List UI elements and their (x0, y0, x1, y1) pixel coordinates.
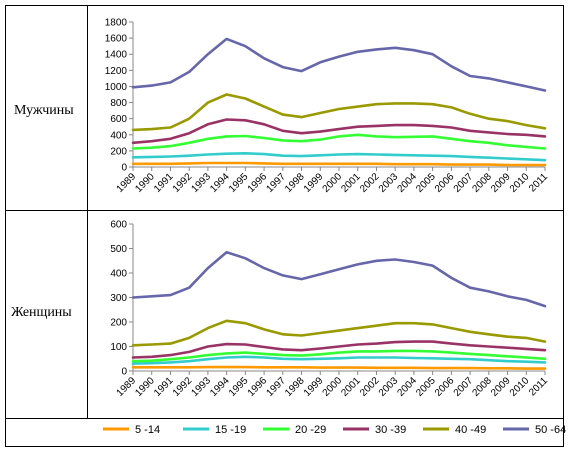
series-line-2 (131, 355, 547, 365)
legend: 5 -14 15 -19 20 -29 30 -39 40 -49 50 -64 (103, 424, 566, 436)
series-line-5 (131, 93, 547, 132)
chart-panel-men: 0200400600800100012001400160018001989199… (105, 18, 551, 195)
series-line-2 (131, 152, 547, 162)
y-tick-label: 400 (110, 269, 127, 280)
y-tick-label: 0 (121, 163, 127, 174)
y-tick-label: 1600 (105, 34, 128, 45)
series-line-1 (131, 161, 547, 167)
row-label-men: Мужчины (14, 103, 74, 118)
y-tick-label: 400 (110, 130, 127, 141)
legend-label: 40 -49 (455, 424, 486, 436)
series-line-4 (131, 118, 547, 145)
y-tick-label: 600 (110, 220, 127, 231)
y-tick-label: 200 (110, 146, 127, 157)
y-tick-label: 800 (110, 98, 127, 109)
legend-label: 15 -19 (215, 424, 246, 436)
legend-label: 50 -64 (535, 424, 566, 436)
series-line-4 (131, 340, 547, 359)
series-line-1 (131, 365, 547, 370)
series-line-3 (131, 349, 547, 363)
row-label-women: Женщины (11, 305, 72, 320)
y-tick-label: 1400 (105, 50, 128, 61)
y-tick-label: 0 (121, 367, 127, 378)
legend-label: 5 -14 (135, 424, 160, 436)
y-tick-label: 1200 (105, 66, 128, 77)
y-tick-label: 1000 (105, 82, 128, 93)
y-tick-label: 500 (110, 244, 127, 255)
y-tick-label: 300 (110, 293, 127, 304)
legend-label: 30 -39 (375, 424, 406, 436)
y-tick-label: 200 (110, 318, 127, 329)
legend-label: 20 -29 (295, 424, 326, 436)
series-line-6 (131, 37, 547, 92)
series-line-6 (131, 250, 547, 308)
y-tick-label: 100 (110, 342, 127, 353)
y-tick-label: 600 (110, 114, 127, 125)
series-line-5 (131, 319, 547, 347)
y-tick-label: 1800 (105, 18, 128, 29)
series-line-3 (131, 133, 547, 150)
